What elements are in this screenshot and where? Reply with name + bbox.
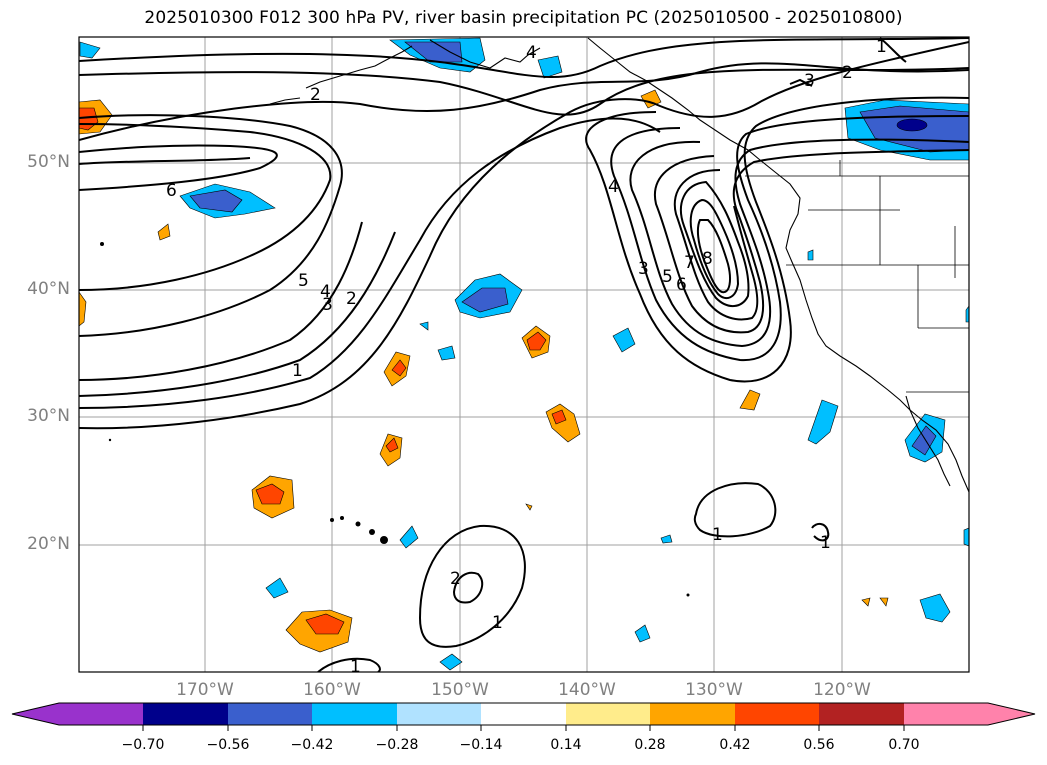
lon-label-130w: 130°W xyxy=(685,680,743,700)
colorbar-tick-label: −0.70 xyxy=(121,737,165,753)
contour-label-2: 2 xyxy=(450,569,461,589)
precip-negative-shading xyxy=(79,37,969,671)
colorbar-tick-label: −0.56 xyxy=(206,737,250,753)
map-frame xyxy=(78,36,970,673)
colorbar-bin-2 xyxy=(228,703,312,725)
contour-label-1: 1 xyxy=(492,613,503,633)
colorbar-bin-4 xyxy=(397,703,481,725)
colorbar-bin-5 xyxy=(481,703,566,725)
contour-label-4: 4 xyxy=(526,43,537,63)
contour-label-6: 6 xyxy=(676,275,687,295)
colorbar-outline xyxy=(11,702,1036,726)
coastlines xyxy=(269,37,969,493)
contour-label-3: 3 xyxy=(638,259,649,279)
figure-title: 2025010300 F012 300 hPa PV, river basin … xyxy=(144,8,903,28)
lon-label-140w: 140°W xyxy=(558,680,616,700)
contour-label-3: 3 xyxy=(804,71,815,91)
lon-label-150w: 150°W xyxy=(431,680,489,700)
contour-label-1: 1 xyxy=(350,657,361,677)
colorbar-bin-3 xyxy=(312,703,397,725)
contour-label-1: 1 xyxy=(820,533,831,553)
lon-label-160w: 160°W xyxy=(303,680,361,700)
islands xyxy=(100,242,690,597)
map-panel: 6 5 4 3 2 1 4 4 3 5 6 7 8 3 2 1 1 1 2 1 … xyxy=(78,36,970,677)
colorbar-tick-label: 0.42 xyxy=(719,737,751,753)
lon-label-120w: 120°W xyxy=(813,680,871,700)
colorbar-extend-low xyxy=(12,703,143,725)
political-borders xyxy=(745,160,969,393)
contour-label-5: 5 xyxy=(298,271,309,291)
contour-label-1: 1 xyxy=(712,525,723,545)
contour-label-1: 1 xyxy=(876,37,887,57)
contour-label-7: 7 xyxy=(684,253,695,273)
lat-label-30n: 30°N xyxy=(27,406,70,426)
colorbar-bin-8 xyxy=(735,703,819,725)
contour-label-4: 4 xyxy=(320,282,331,302)
contour-label-4: 4 xyxy=(608,177,619,197)
lat-label-20n: 20°N xyxy=(27,534,70,554)
colorbar-tick-label: −0.42 xyxy=(290,737,334,753)
colorbar-tick-label: 0.70 xyxy=(888,737,920,753)
contour-label-2: 2 xyxy=(842,63,853,83)
contour-label-5: 5 xyxy=(662,267,673,287)
contour-label-6: 6 xyxy=(166,181,177,201)
colorbar-tick-label: −0.14 xyxy=(459,737,503,753)
colorbar-tick-label: 0.56 xyxy=(803,737,835,753)
colorbar-tick-label: 0.14 xyxy=(550,737,582,753)
colorbar-bin-6 xyxy=(566,703,650,725)
pv-contours xyxy=(79,37,969,672)
contour-label-3: 3 xyxy=(322,295,333,315)
colorbar-extend-high xyxy=(904,703,1035,725)
colorbar-bin-1 xyxy=(143,703,228,725)
contour-label-1: 1 xyxy=(292,361,303,381)
precip-positive-shading xyxy=(79,89,889,653)
lat-label-50n: 50°N xyxy=(27,152,70,172)
contour-label-8: 8 xyxy=(702,249,713,269)
contour-label-2: 2 xyxy=(310,85,321,105)
contour-label-2: 2 xyxy=(346,289,357,309)
colorbar-tick-label: 0.28 xyxy=(634,737,666,753)
lon-label-170w: 170°W xyxy=(176,680,234,700)
lat-label-40n: 40°N xyxy=(27,279,70,299)
pv-contour-labels: 6 5 4 3 2 1 4 4 3 5 6 7 8 3 2 1 1 1 2 1 … xyxy=(166,37,887,677)
colorbar-tick-label: −0.28 xyxy=(375,737,419,753)
colorbar-bin-7 xyxy=(650,703,735,725)
colorbar-ticks xyxy=(142,725,905,731)
colorbar-bin-9 xyxy=(819,703,904,725)
